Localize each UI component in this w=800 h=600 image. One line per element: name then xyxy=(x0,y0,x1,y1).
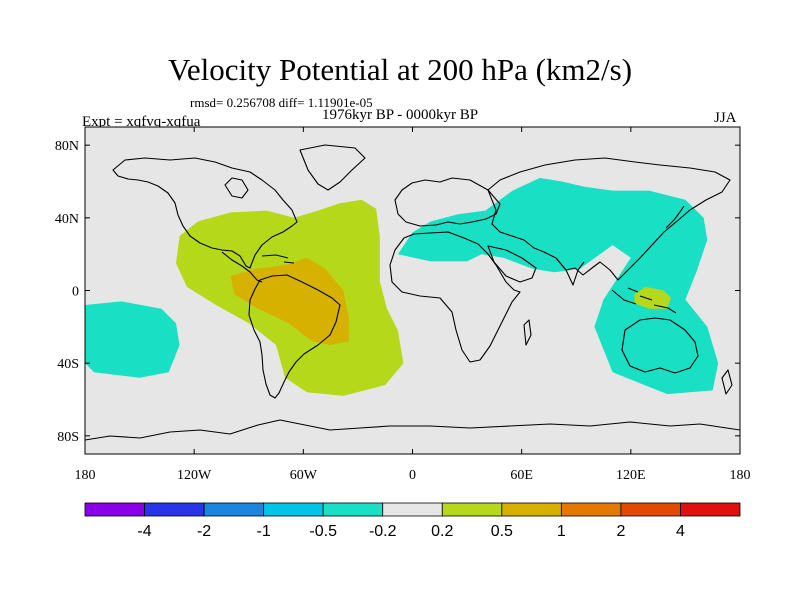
colorbar-label: 1 xyxy=(557,523,566,540)
central-america-coastline xyxy=(221,251,263,283)
antarctica-coastline xyxy=(85,419,740,441)
australia-coastline xyxy=(621,317,699,374)
colorbar-label: 0.5 xyxy=(491,523,513,540)
colorbar-swatch xyxy=(382,502,443,517)
contour-fills xyxy=(85,177,719,396)
arabia-coastline xyxy=(487,245,537,283)
stats-line: rmsd= 0.256708 diff= 1.11901e-05 xyxy=(190,95,373,110)
colorbar-swatch xyxy=(441,502,503,517)
colorbar-label: -4 xyxy=(137,523,151,540)
europe-africa-coastline xyxy=(389,177,521,363)
central-pacific-negative xyxy=(85,301,180,378)
north-america-coastline xyxy=(112,157,298,269)
season-label: JJA xyxy=(714,110,737,126)
asia-coastline xyxy=(487,157,731,281)
madagascar-coastline xyxy=(523,319,532,346)
colorbar-label: -2 xyxy=(197,523,211,540)
x-tick-label: 0 xyxy=(409,468,416,483)
japan-coastline xyxy=(665,205,685,229)
coastlines xyxy=(85,144,740,441)
x-tick-label: 180 xyxy=(75,468,96,483)
colorbar-label: -0.2 xyxy=(369,523,397,540)
colorbar-label: 2 xyxy=(616,523,625,540)
colorbar-swatch xyxy=(680,502,741,517)
caribbean-coastline xyxy=(261,254,295,264)
y-tick-label: 80S xyxy=(57,430,79,445)
india-coastline xyxy=(555,257,585,286)
maritime-continent-coastline xyxy=(611,287,677,314)
colorbar-swatch xyxy=(560,502,622,517)
greenland-coastline xyxy=(299,144,366,191)
colorbar-label: -0.5 xyxy=(309,523,337,540)
x-tick-label: 120W xyxy=(177,468,212,483)
x-tick-label: 120E xyxy=(616,468,646,483)
period-line: 1976kyr BP - 0000kyr BP xyxy=(322,107,479,123)
colorbar-swatch xyxy=(322,502,384,517)
new-zealand-coastline xyxy=(721,369,733,395)
x-tick-label: 60W xyxy=(290,468,318,483)
y-tick-label: 0 xyxy=(72,285,79,300)
colorbar: -4 -2 -1 -0.5 -0.2 0.2 0.5 1 2 4 xyxy=(84,502,741,540)
chart-title: Velocity Potential at 200 hPa (km2/s) xyxy=(167,52,633,87)
colorbar-label: 0.2 xyxy=(431,523,453,540)
colorbar-swatch xyxy=(203,502,265,517)
y-tick-label: 40S xyxy=(57,357,79,372)
x-tick-label: 180 xyxy=(730,468,751,483)
colorbar-swatch xyxy=(620,502,681,517)
north-africa-asia-negative xyxy=(397,177,719,395)
hudson-bay-coastline xyxy=(224,177,249,199)
y-tick-label: 80N xyxy=(55,139,79,154)
colorbar-swatch xyxy=(501,502,562,517)
y-tick-label: 40N xyxy=(55,212,79,227)
map-axes: 180 120W 60W 0 60E 120E 180 80N 40N 0 40S 80S xyxy=(55,127,751,483)
south-america-coastline xyxy=(248,274,341,399)
colorbar-label: 4 xyxy=(676,523,685,540)
colorbar-swatch xyxy=(84,502,145,517)
x-tick-label: 60E xyxy=(510,468,533,483)
colorbar-label: -1 xyxy=(257,523,271,540)
indonesia-positive xyxy=(634,286,671,309)
colorbar-swatch xyxy=(144,502,205,517)
experiment-line: Expt = xqfvq-xqfua xyxy=(82,114,201,130)
colorbar-swatch xyxy=(263,502,324,517)
